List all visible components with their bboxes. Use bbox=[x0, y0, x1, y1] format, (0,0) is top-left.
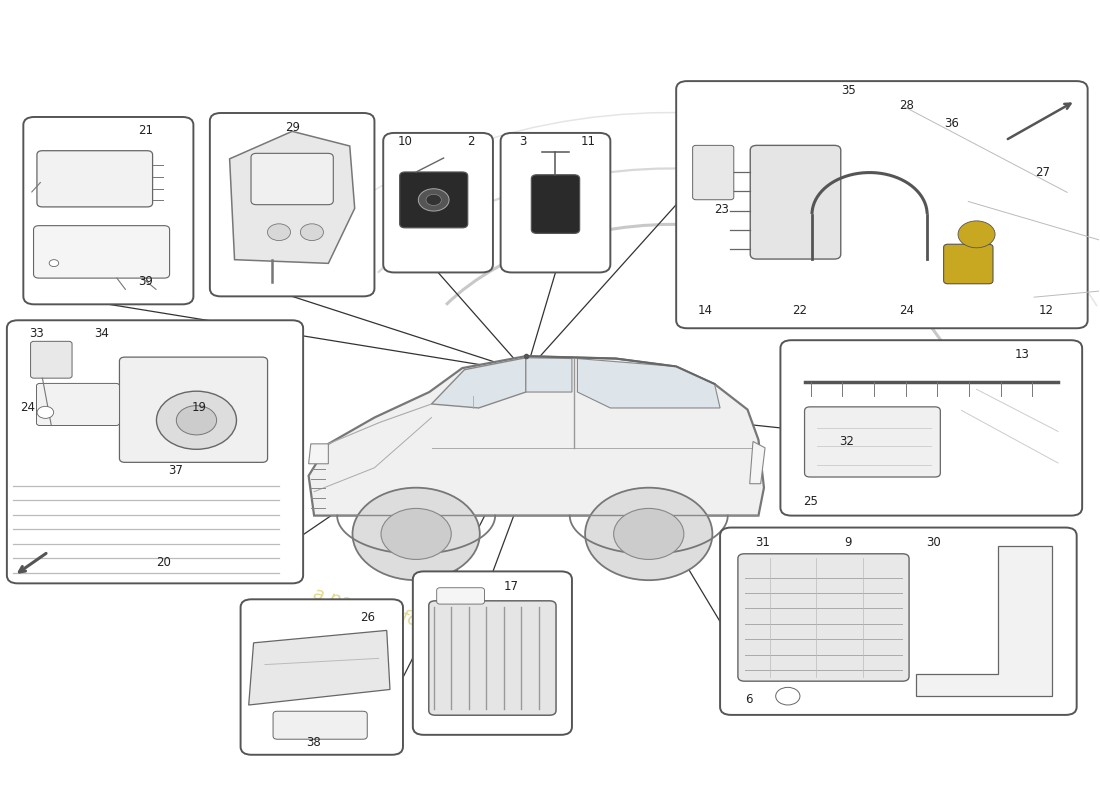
Text: 36: 36 bbox=[945, 117, 959, 130]
FancyBboxPatch shape bbox=[399, 172, 468, 228]
Circle shape bbox=[300, 224, 323, 241]
Text: 14: 14 bbox=[697, 305, 713, 318]
Polygon shape bbox=[431, 358, 526, 408]
Text: 34: 34 bbox=[95, 327, 109, 340]
FancyBboxPatch shape bbox=[120, 357, 267, 462]
FancyBboxPatch shape bbox=[804, 407, 940, 477]
Text: 9: 9 bbox=[845, 536, 853, 549]
Text: 39: 39 bbox=[139, 275, 153, 288]
Text: 24: 24 bbox=[20, 401, 35, 414]
Text: 29: 29 bbox=[285, 121, 299, 134]
Text: a passion for cars since 1985: a passion for cars since 1985 bbox=[310, 585, 570, 670]
Text: 12: 12 bbox=[1040, 305, 1054, 318]
FancyBboxPatch shape bbox=[720, 527, 1077, 715]
Text: 20: 20 bbox=[156, 556, 172, 569]
Polygon shape bbox=[750, 442, 766, 484]
FancyBboxPatch shape bbox=[693, 146, 734, 200]
Text: 30: 30 bbox=[926, 536, 942, 549]
FancyBboxPatch shape bbox=[531, 174, 580, 234]
Text: 21: 21 bbox=[139, 124, 153, 137]
FancyBboxPatch shape bbox=[412, 571, 572, 735]
Text: 24: 24 bbox=[899, 305, 914, 318]
Text: 19: 19 bbox=[191, 401, 207, 414]
Circle shape bbox=[176, 406, 217, 435]
Circle shape bbox=[352, 488, 480, 580]
Polygon shape bbox=[916, 546, 1052, 696]
Text: 23: 23 bbox=[714, 203, 729, 216]
FancyBboxPatch shape bbox=[780, 340, 1082, 515]
Text: 22: 22 bbox=[792, 305, 807, 318]
Text: 31: 31 bbox=[756, 536, 770, 549]
FancyBboxPatch shape bbox=[7, 320, 304, 583]
FancyBboxPatch shape bbox=[23, 117, 194, 304]
Text: 17: 17 bbox=[504, 580, 519, 593]
FancyBboxPatch shape bbox=[251, 154, 333, 205]
Circle shape bbox=[37, 406, 54, 418]
FancyBboxPatch shape bbox=[241, 599, 403, 754]
FancyBboxPatch shape bbox=[429, 601, 556, 715]
Circle shape bbox=[418, 189, 449, 211]
FancyBboxPatch shape bbox=[36, 383, 120, 426]
Text: 13: 13 bbox=[1014, 348, 1030, 361]
Circle shape bbox=[267, 224, 290, 241]
FancyBboxPatch shape bbox=[750, 146, 840, 259]
FancyBboxPatch shape bbox=[31, 342, 73, 378]
Circle shape bbox=[585, 488, 713, 580]
Polygon shape bbox=[309, 356, 764, 515]
Text: 25: 25 bbox=[803, 495, 818, 508]
Polygon shape bbox=[230, 131, 354, 263]
FancyBboxPatch shape bbox=[383, 133, 493, 273]
Circle shape bbox=[614, 509, 684, 559]
Circle shape bbox=[156, 391, 236, 450]
FancyBboxPatch shape bbox=[273, 711, 367, 739]
Text: 26: 26 bbox=[360, 611, 375, 625]
FancyBboxPatch shape bbox=[500, 133, 610, 273]
Text: 38: 38 bbox=[306, 736, 321, 749]
Polygon shape bbox=[309, 444, 329, 464]
FancyBboxPatch shape bbox=[210, 113, 374, 296]
Circle shape bbox=[958, 221, 996, 248]
Text: 28: 28 bbox=[899, 99, 914, 112]
Text: 2: 2 bbox=[468, 135, 475, 148]
Text: 10: 10 bbox=[398, 135, 412, 148]
Circle shape bbox=[381, 509, 451, 559]
Text: 35: 35 bbox=[842, 85, 857, 98]
Circle shape bbox=[426, 194, 441, 206]
Polygon shape bbox=[249, 630, 390, 705]
Circle shape bbox=[50, 260, 58, 266]
Text: 3: 3 bbox=[519, 135, 526, 148]
Text: 11: 11 bbox=[581, 135, 596, 148]
FancyBboxPatch shape bbox=[738, 554, 909, 681]
Text: 33: 33 bbox=[29, 327, 44, 340]
FancyBboxPatch shape bbox=[37, 150, 153, 207]
FancyBboxPatch shape bbox=[33, 226, 169, 278]
FancyBboxPatch shape bbox=[944, 244, 993, 284]
Polygon shape bbox=[526, 358, 572, 392]
Text: 37: 37 bbox=[168, 464, 184, 477]
FancyBboxPatch shape bbox=[437, 588, 484, 604]
FancyBboxPatch shape bbox=[676, 81, 1088, 328]
Text: 32: 32 bbox=[839, 435, 855, 449]
Text: 27: 27 bbox=[1035, 166, 1049, 179]
Polygon shape bbox=[578, 358, 720, 408]
Circle shape bbox=[776, 687, 800, 705]
Text: 6: 6 bbox=[745, 694, 752, 706]
